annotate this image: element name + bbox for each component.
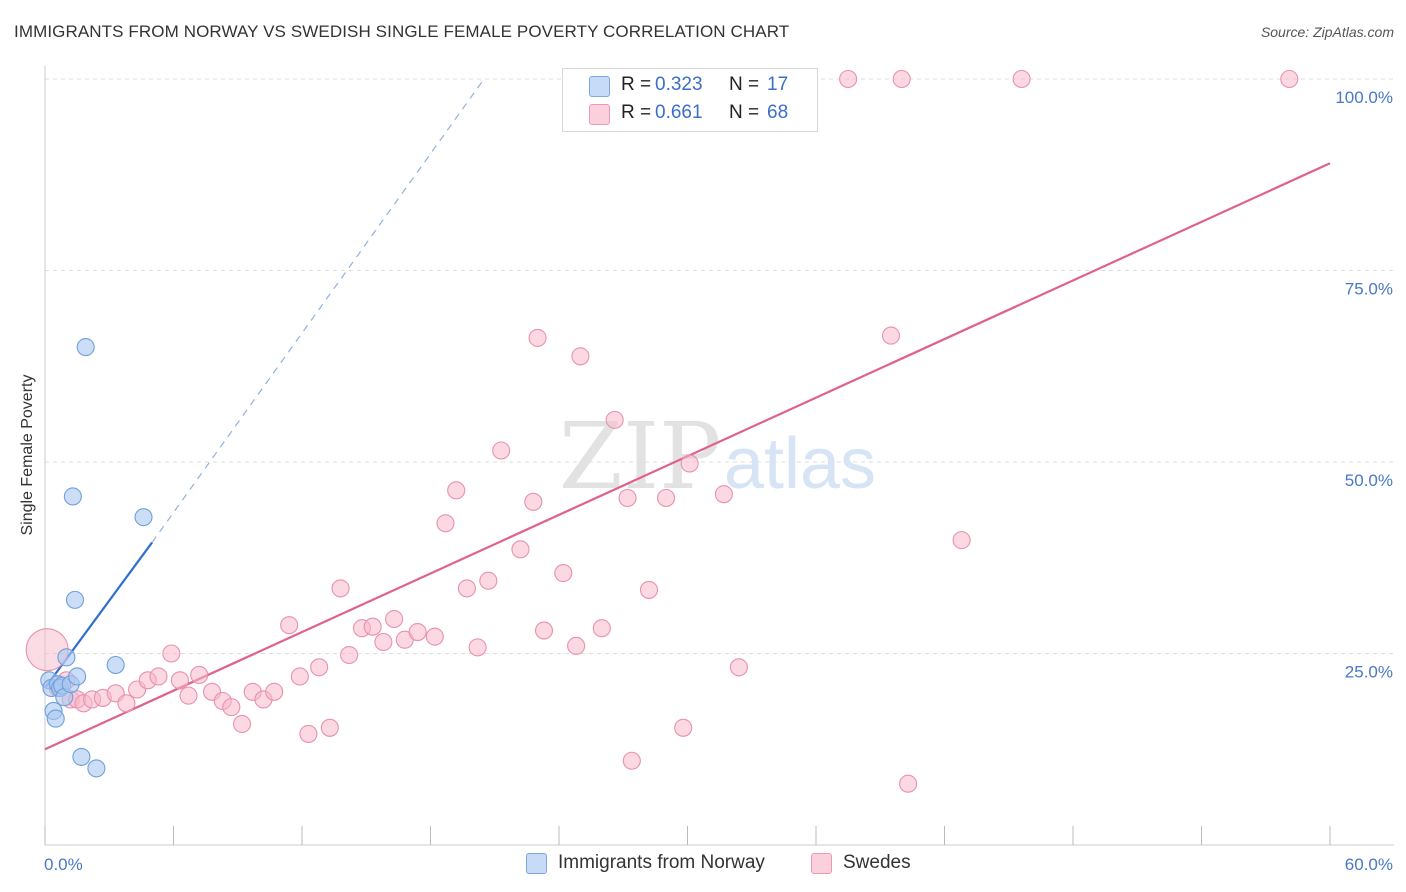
swedes-point xyxy=(639,580,659,599)
swedes-point xyxy=(340,645,359,665)
swedes-point xyxy=(528,328,547,347)
stats-legend: R = 0.323 N = 17 R = 0.661 N = 68 xyxy=(562,68,818,132)
swedes-point xyxy=(881,326,901,345)
swedes-point xyxy=(374,632,393,652)
norway-point xyxy=(106,655,125,675)
swedes-point xyxy=(299,724,318,743)
norway-point xyxy=(72,747,91,766)
grid-layer xyxy=(45,78,1394,654)
swedes-point xyxy=(232,714,252,734)
swedes-point xyxy=(1012,69,1031,89)
swedes-point xyxy=(729,658,748,677)
legend-r-value: 0.323 xyxy=(655,74,703,95)
swedes-point xyxy=(592,619,611,638)
swedes-point xyxy=(363,617,382,636)
swedes-point xyxy=(952,531,971,550)
y-tick-label: 50.0% xyxy=(1345,471,1393,490)
swedes-point xyxy=(511,540,530,559)
axis-layer xyxy=(44,66,1394,846)
swedes-point xyxy=(892,69,911,89)
swedes-point xyxy=(899,774,918,793)
swedes-point xyxy=(622,751,641,770)
bottom-legend-swatch-norway xyxy=(526,853,547,874)
swedes-point xyxy=(492,441,511,460)
norway-trend-extension xyxy=(151,78,485,543)
norway-point xyxy=(68,667,87,686)
swedes-point xyxy=(179,686,198,705)
norway-point xyxy=(65,590,85,609)
y-tick-label: 75.0% xyxy=(1345,280,1393,299)
legend-n-label: N = xyxy=(729,102,760,123)
swedes-point xyxy=(524,492,543,511)
swedes-point xyxy=(468,638,487,657)
legend-r-label: R = xyxy=(621,74,652,95)
swedes-point xyxy=(1280,69,1299,89)
swedes-point xyxy=(265,682,284,701)
swedes-point xyxy=(839,69,858,89)
norway-point xyxy=(76,338,95,357)
swedes-point xyxy=(408,623,427,642)
legend-row-norway: R = 0.323 N = 17 xyxy=(563,73,817,99)
legend-n-value: 17 xyxy=(767,74,789,95)
swedes-point xyxy=(534,621,554,640)
swedes-point xyxy=(457,579,476,598)
swedes-point xyxy=(605,410,624,429)
swedes-point xyxy=(618,488,637,508)
legend-n-value: 68 xyxy=(767,102,789,123)
legend-r-value: 0.661 xyxy=(655,102,703,123)
watermark-zip: ZIP xyxy=(559,403,721,510)
tick-label-layer: 100.0% 75.0% 50.0% 25.0% 0.0% 60.0% xyxy=(44,88,1393,874)
norway-trend-line xyxy=(44,541,153,689)
swedes-point xyxy=(436,514,455,533)
points-layer xyxy=(25,69,1299,793)
bottom-legend-label-norway: Immigrants from Norway xyxy=(558,852,765,873)
swedes-point xyxy=(310,658,329,677)
swedes-point xyxy=(657,488,676,508)
swedes-point xyxy=(567,636,586,655)
swedes-point xyxy=(385,609,404,629)
watermark-atlas: atlas xyxy=(724,424,876,504)
swedes-point xyxy=(117,694,136,713)
legend-r-label: R = xyxy=(621,102,652,123)
swedes-point xyxy=(554,564,573,583)
swedes-point xyxy=(331,579,350,598)
swedes-point xyxy=(674,718,693,737)
source-label: Source: ZipAtlas.com xyxy=(1260,24,1394,40)
x-tick-label-max: 60.0% xyxy=(1345,855,1393,874)
swedes-point xyxy=(149,667,168,686)
x-tick-label-min: 0.0% xyxy=(44,855,83,874)
swedes-point xyxy=(425,627,444,646)
swedes-point xyxy=(190,665,209,684)
chart-title: IMMIGRANTS FROM NORWAY VS SWEDISH SINGLE… xyxy=(14,22,790,41)
swedes-point xyxy=(447,481,466,500)
y-tick-label: 100.0% xyxy=(1335,88,1393,107)
swedes-point xyxy=(222,698,241,717)
norway-point xyxy=(87,759,106,778)
norway-point xyxy=(57,648,76,667)
bottom-legend-swatch-swedes xyxy=(811,853,832,874)
y-tick-label: 25.0% xyxy=(1345,663,1393,682)
legend-row-swedes: R = 0.661 N = 68 xyxy=(563,101,817,127)
swedes-point xyxy=(170,671,189,690)
bottom-legend-label-swedes: Swedes xyxy=(843,852,911,873)
legend-n-label: N = xyxy=(729,74,760,95)
swedes-point xyxy=(571,347,590,366)
norway-point xyxy=(63,487,82,506)
norway-point xyxy=(134,508,153,527)
norway-point xyxy=(46,709,65,728)
legend-swatch-norway xyxy=(589,76,610,97)
swedes-point xyxy=(162,644,181,663)
swedes-point xyxy=(290,667,309,686)
swedes-point xyxy=(479,571,498,590)
swedes-point xyxy=(714,485,733,504)
legend-swatch-swedes xyxy=(589,104,610,125)
swedes-point xyxy=(280,616,299,635)
swedes-point xyxy=(680,454,699,473)
swedes-point xyxy=(320,718,339,737)
